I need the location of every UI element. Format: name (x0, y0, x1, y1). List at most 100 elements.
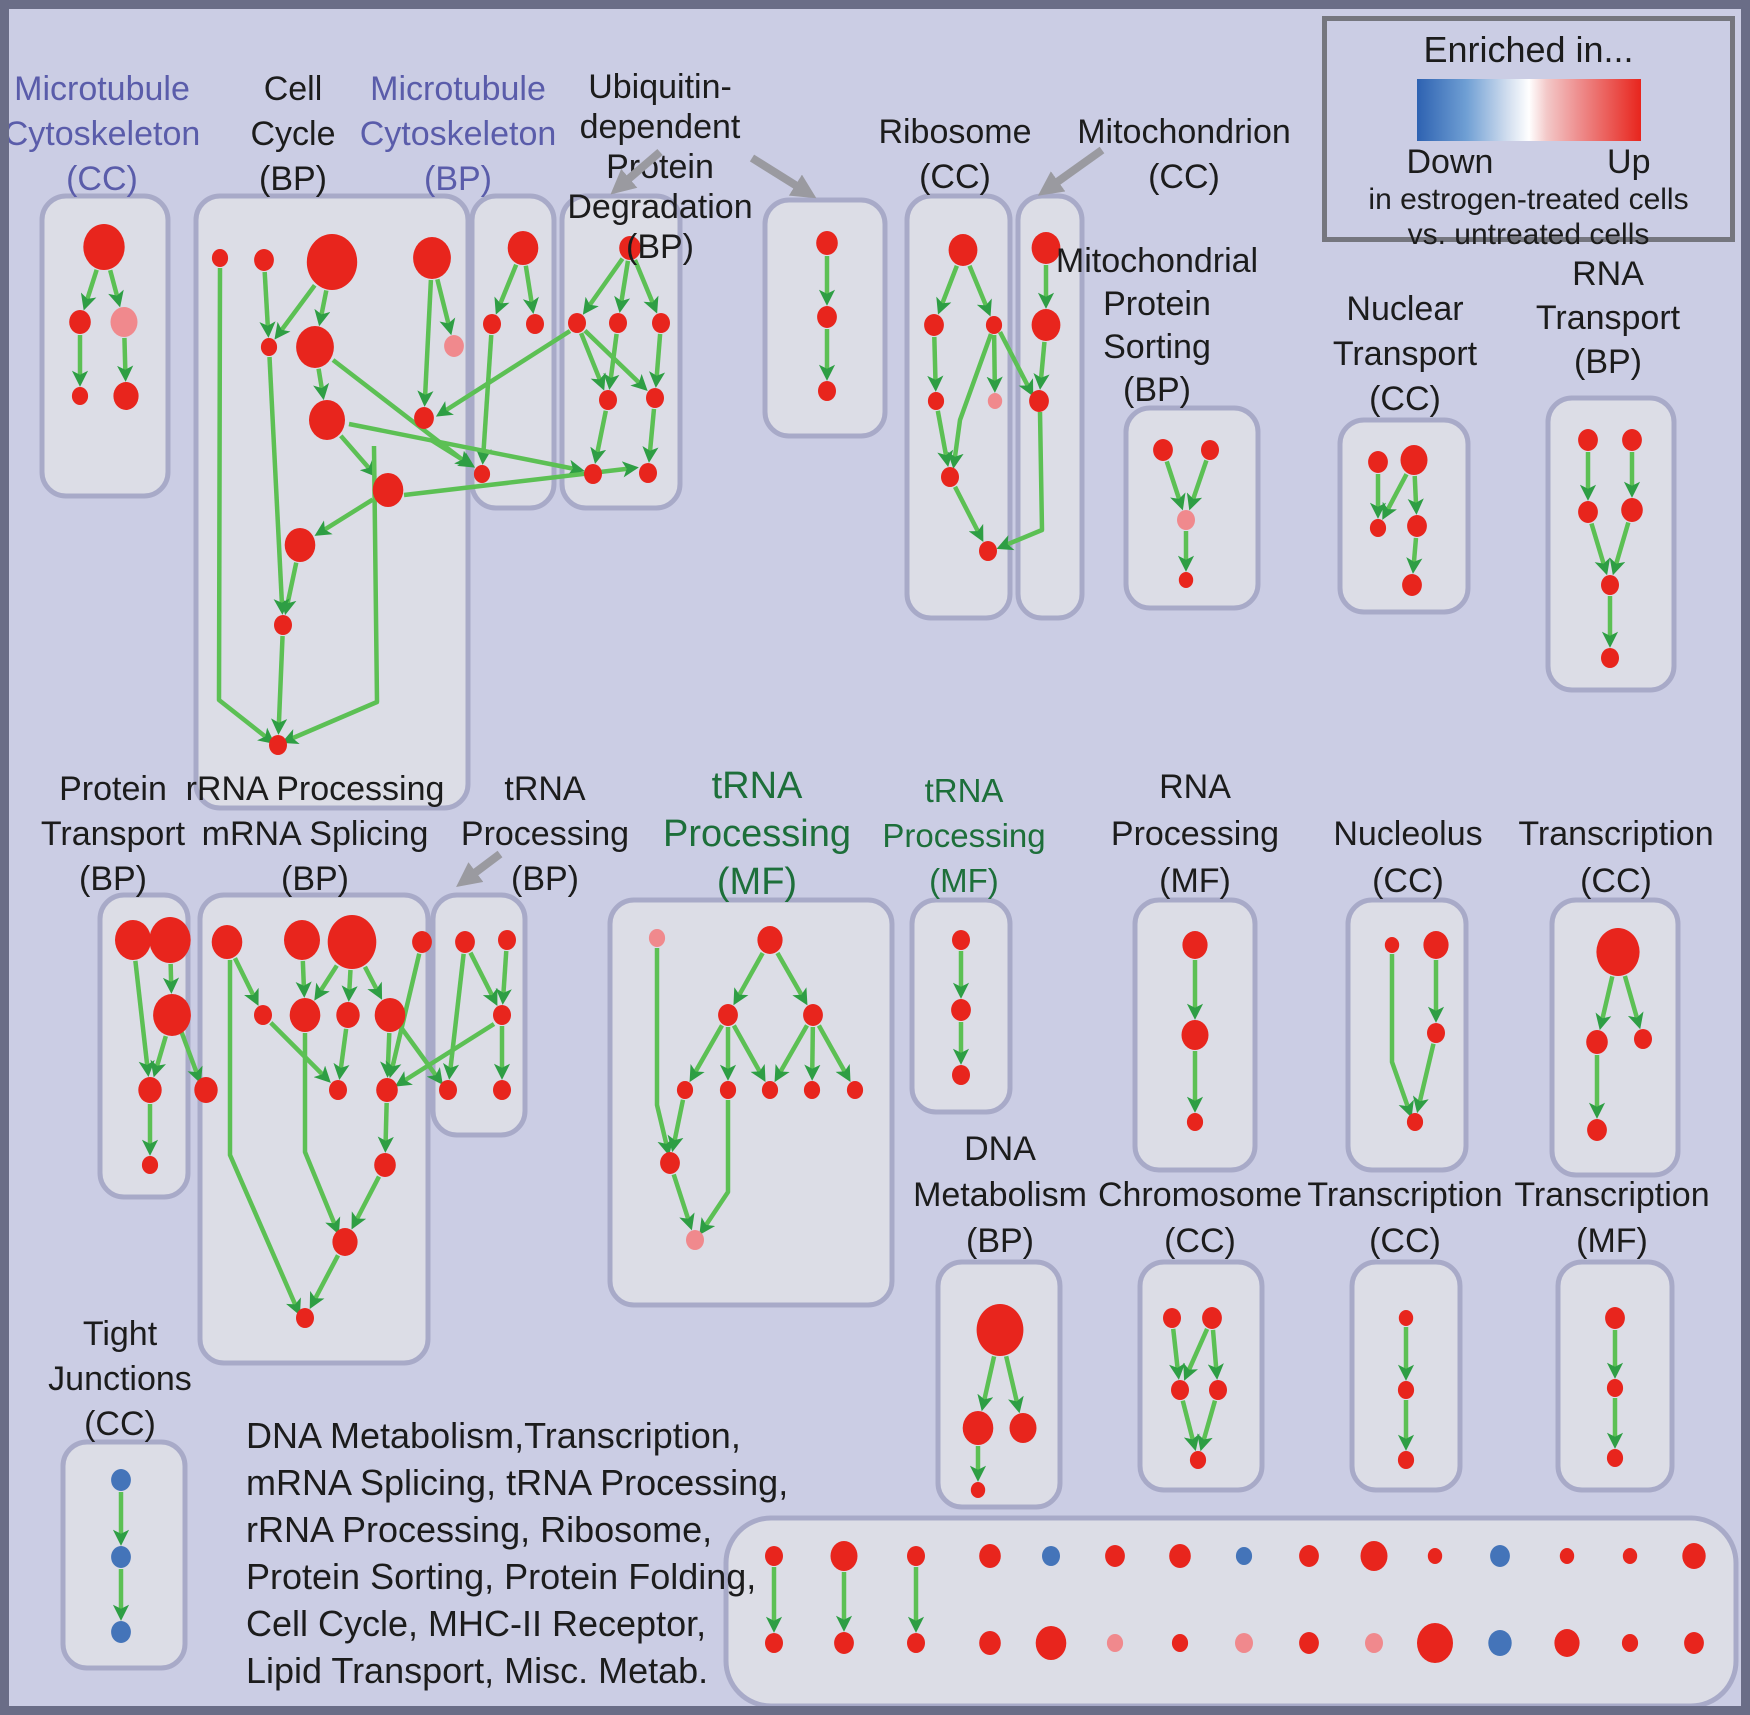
go-term-node (83, 224, 125, 270)
cluster-box-trna-processing-mf-1 (607, 897, 895, 1308)
label-trna-processing-bp-line1: tRNA (504, 770, 586, 808)
go-term-node (336, 1002, 360, 1028)
label-microtubule-cytoskeleton-bp-line2: Cytoskeleton (360, 115, 557, 153)
label-rrna-processing-mrna-splicing-bp-line2: mRNA Splicing (202, 815, 429, 853)
legend-caption-line2: vs. untreated cells (1407, 218, 1650, 251)
edge-arrow (522, 265, 539, 314)
edge-arrow (590, 410, 609, 465)
go-term-node (153, 994, 191, 1036)
edge-arrow (339, 434, 377, 478)
label-cell-cycle-bp-line2: Cycle (250, 115, 335, 153)
go-term-node (1587, 1119, 1607, 1141)
go-term-node (765, 1546, 783, 1566)
edge-arrow (1169, 1328, 1186, 1380)
go-term-node (924, 314, 944, 336)
edge-arrow (117, 337, 134, 382)
legend-box: Enriched in... Down Up in estrogen-treat… (1322, 16, 1735, 251)
go-term-node (1153, 439, 1173, 461)
go-term-node (803, 1081, 821, 1099)
go-term-node (765, 1633, 783, 1653)
edge-arrow (642, 408, 659, 463)
go-term-node (907, 1546, 925, 1566)
edge-arrow (380, 1032, 397, 1078)
go-term-node (1622, 429, 1642, 451)
go-term-node (289, 998, 321, 1032)
cluster-box-microtubule-cytoskeleton-cc (39, 193, 171, 499)
go-term-node (260, 338, 278, 356)
go-term-node (1622, 1548, 1638, 1564)
go-term-node (1235, 1547, 1253, 1565)
go-term-node (439, 1080, 457, 1100)
edge-arrow (1003, 1355, 1024, 1414)
go-term-node (985, 316, 1003, 334)
go-term-node (274, 615, 292, 635)
label-dna-metabolism-bp-line1: DNA (964, 1130, 1036, 1168)
go-term-node (1009, 1413, 1037, 1443)
edge-arrow (331, 358, 472, 467)
edge-arrow (967, 264, 992, 317)
go-term-node (111, 1621, 131, 1643)
label-cell-cycle-bp-line1: Cell (264, 70, 323, 108)
label-microtubule-cytoskeleton-bp-line1: Microtubule (370, 70, 546, 108)
edge-arrow (1197, 1399, 1218, 1452)
go-term-node (1235, 1633, 1253, 1653)
go-term-node (493, 1005, 511, 1025)
go-term-node (1488, 1630, 1512, 1656)
go-term-node (1177, 510, 1195, 530)
go-term-node (676, 1081, 694, 1099)
label-transcription-mf-line1: Transcription (1514, 1176, 1709, 1214)
go-term-node (1684, 1632, 1704, 1654)
edge-arrow (936, 265, 959, 315)
edge-arrow (177, 1027, 203, 1084)
go-term-node (1682, 1543, 1706, 1569)
go-term-node (1105, 1545, 1125, 1567)
go-term-node (646, 388, 664, 408)
edge-arrow (953, 485, 984, 542)
edge-arrow (654, 948, 674, 1156)
edge-arrow (232, 957, 259, 1006)
go-term-node (1596, 928, 1640, 976)
legend-caption-line1: in estrogen-treated cells (1368, 183, 1689, 216)
label-trna-processing-mf-2-line3: (MF) (929, 862, 999, 899)
edge-arrow (1407, 475, 1424, 515)
edge-arrow (583, 329, 648, 391)
go-term-node (1601, 648, 1619, 668)
go-term-node (976, 1304, 1024, 1356)
go-term-node (718, 1004, 738, 1026)
go-term-node (1201, 440, 1219, 460)
label-tight-junctions-cc-line1: Tight (83, 1315, 158, 1353)
go-term-node (309, 400, 345, 440)
edge-arrow (333, 1028, 350, 1080)
edge-arrow (313, 368, 330, 401)
edge-arrow (216, 267, 275, 745)
go-term-node (941, 467, 959, 487)
label-nuclear-transport-cc-line3: (CC) (1369, 380, 1441, 418)
go-term-node (149, 917, 191, 963)
cluster-box-rna-transport-bp (1545, 395, 1677, 693)
label-pointer-arrow (610, 148, 663, 195)
go-term-node (830, 1541, 858, 1571)
label-rna-processing-mf-line1: RNA (1159, 768, 1231, 806)
edge-arrow (377, 1102, 394, 1153)
label-trna-processing-mf-2-line2: Processing (882, 817, 1045, 854)
go-term-node (834, 1632, 854, 1654)
go-term-node (194, 1077, 218, 1103)
edge-arrow (442, 953, 466, 1080)
cluster-box-dna-metabolism-bp (935, 1259, 1063, 1510)
go-term-node (1586, 1030, 1608, 1054)
go-term-node (1406, 1113, 1424, 1131)
go-term-node (1621, 1634, 1639, 1652)
edge-arrow (614, 260, 631, 313)
edge-arrow (1622, 975, 1644, 1030)
go-term-node (948, 234, 978, 266)
go-term-node (1427, 1548, 1443, 1564)
go-term-node (1606, 1379, 1624, 1397)
edge-arrow (935, 410, 954, 468)
label-tight-junctions-cc-line3: (CC) (84, 1405, 156, 1443)
edge-arrow (341, 969, 358, 1002)
label-transcription-cc-1-line1: Transcription (1518, 815, 1713, 853)
go-term-node (111, 1546, 131, 1568)
edge-arrow (435, 278, 456, 336)
go-term-node (846, 1081, 864, 1099)
edge-arrow (495, 950, 512, 1005)
